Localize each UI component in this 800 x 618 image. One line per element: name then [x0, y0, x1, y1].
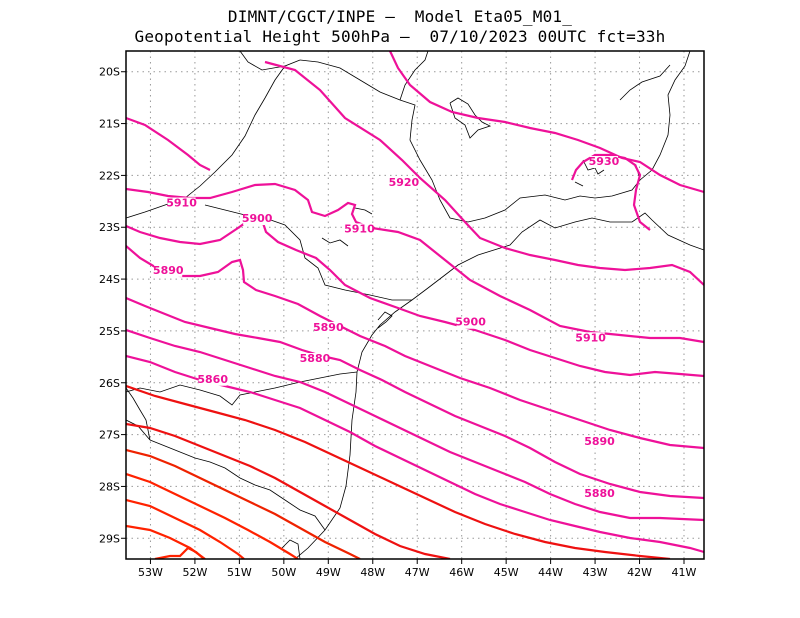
contour-5890: [126, 245, 704, 450]
contour-label: 5890: [153, 264, 184, 277]
lat-tick-label: 26S: [99, 377, 120, 390]
lon-tick-label: 42W: [627, 566, 652, 579]
state-border-mg-es: [639, 51, 691, 181]
map-title-line-2: Geopotential Height 500hPa – 07/10/2023 …: [134, 27, 666, 46]
lat-tick-label: 25S: [99, 325, 120, 338]
contour-label: 5910: [166, 197, 197, 210]
contour-label: 5910: [575, 331, 606, 344]
lon-tick-label: 45W: [494, 566, 519, 579]
contour-label: 5880: [300, 352, 331, 365]
contour-5790: [154, 546, 205, 559]
contour-5850: [126, 384, 671, 559]
state-border-mg-ba: [619, 64, 671, 101]
lat-tick-label: 21S: [99, 118, 120, 131]
contour-label-background: [198, 373, 227, 386]
contour-label-background: [314, 321, 343, 334]
contour-5880: [126, 296, 704, 500]
contour-label: 5910: [344, 222, 375, 235]
lat-tick-label: 22S: [99, 169, 120, 182]
reservoir-1: [449, 97, 492, 139]
contour-5930-north: [389, 51, 704, 194]
contour-5830: [126, 448, 361, 559]
contour-label: 5900: [455, 316, 486, 329]
lat-tick-label: 28S: [99, 480, 120, 493]
contour-5800: [126, 524, 206, 559]
island: [574, 181, 584, 187]
contour-label-background: [154, 264, 183, 277]
contour-5820: [126, 472, 299, 559]
lon-tick-label: 49W: [316, 566, 341, 579]
contour-5910: [126, 182, 704, 344]
contour-label-background: [167, 197, 196, 210]
contour-5900: [126, 216, 704, 378]
contour-labels: 5930 5920 5910 5900 5910 5890 5890 5900 5910 5880…: [153, 155, 620, 500]
border-misiones: [126, 387, 151, 441]
state-border-sp-mg: [299, 59, 641, 223]
state-border-parana-river: [126, 59, 301, 219]
contour-label-background: [243, 213, 272, 226]
reservoir-2: [321, 237, 349, 247]
lat-tick-label: 24S: [99, 273, 120, 286]
contour-label-background: [589, 156, 618, 169]
contour-label: 5860: [197, 373, 228, 386]
contour-label-background: [456, 316, 485, 329]
contour-label-background: [345, 223, 374, 236]
contour-5870: [126, 328, 704, 522]
lon-tick-label: 43W: [583, 566, 608, 579]
lon-tick-label: 44W: [538, 566, 563, 579]
lat-tick-label: 20S: [99, 66, 120, 79]
lat-tick-label: 23S: [99, 221, 120, 234]
contour-label-background: [389, 176, 418, 189]
lat-tick-label: 27S: [99, 429, 120, 442]
coastline: [294, 212, 704, 559]
axis-ticks: 53W 52W 51W 50W 49W 48W 47W 46W 45W 44W 43W 42W 41W 2…: [99, 66, 697, 579]
contour-5840: [126, 422, 451, 559]
state-border-north: [399, 51, 429, 101]
contour-label: 5920: [389, 176, 420, 189]
lon-tick-label: 53W: [138, 566, 163, 579]
state-border-go-mg: [239, 51, 286, 71]
state-border-ms-pr: [204, 204, 412, 301]
contour-label-background: [300, 353, 329, 366]
map-title-line-1: DIMNT/CGCT/INPE – Model Eta05_M01_: [227, 7, 573, 26]
map-frame: [125, 50, 705, 560]
lon-tick-label: 47W: [405, 566, 430, 579]
lon-tick-label: 51W: [227, 566, 252, 579]
contour-label-background: [585, 487, 614, 500]
state-border-pr-sc: [126, 371, 358, 406]
contour-label: 5930: [589, 155, 620, 168]
lat-tick-label: 29S: [99, 532, 120, 545]
patos-lagoon: [281, 539, 301, 559]
contour-label: 5880: [584, 487, 615, 500]
contour-label-background: [585, 435, 614, 448]
boundaries: [126, 51, 704, 559]
contour-label: 5890: [313, 321, 344, 334]
lon-tick-label: 52W: [182, 566, 207, 579]
contour-5920: [126, 60, 704, 286]
contour-label: 5900: [242, 212, 273, 225]
lon-tick-label: 50W: [271, 566, 296, 579]
state-border-sc-rs: [149, 439, 326, 531]
contour-5810: [126, 498, 245, 559]
contour-5930: [570, 153, 651, 231]
reservoir-3: [354, 207, 373, 215]
paranagua-bay: [377, 311, 393, 329]
lon-tick-label: 41W: [672, 566, 697, 579]
contour-label-background: [576, 332, 605, 345]
lon-tick-label: 46W: [449, 566, 474, 579]
grid-lines: [126, 51, 704, 559]
lon-tick-label: 48W: [360, 566, 385, 579]
contour-label: 5890: [584, 435, 615, 448]
contour-lines: [126, 51, 704, 559]
